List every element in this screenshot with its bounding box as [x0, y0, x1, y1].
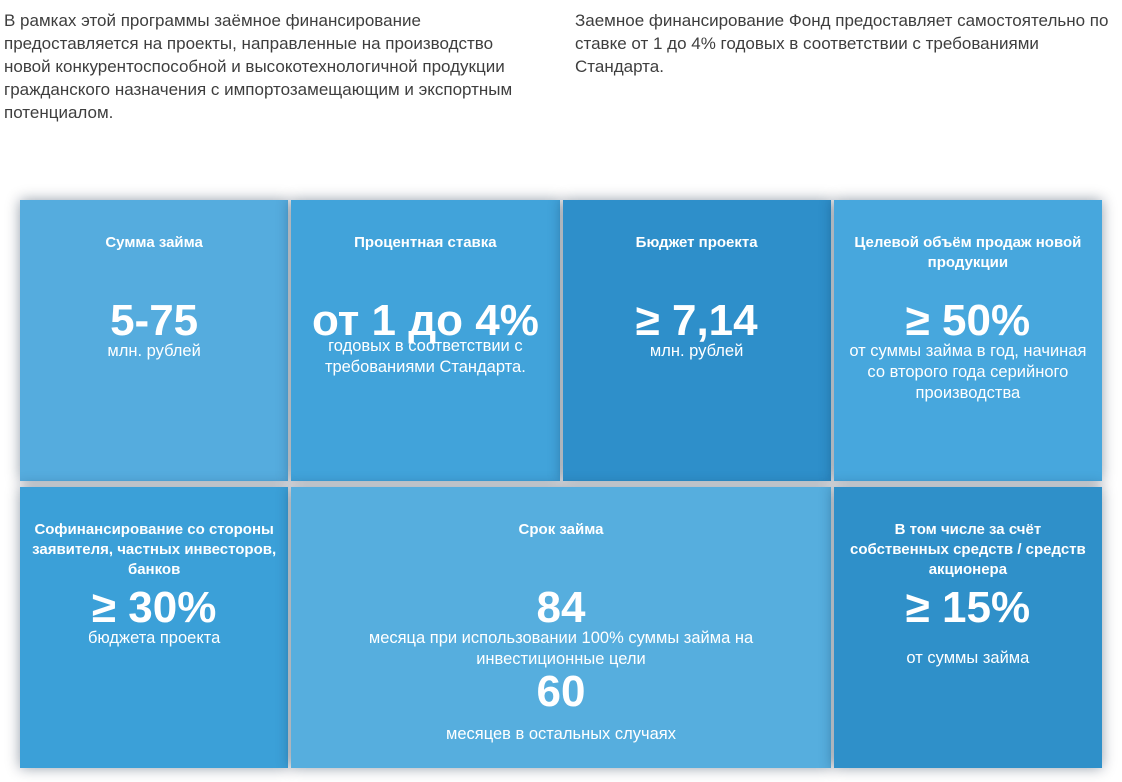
tile-value: 5-75 — [110, 296, 199, 345]
intro-left-column: В рамках этой программы заёмное финансир… — [4, 9, 575, 124]
tile-value-months-other: 60 — [536, 667, 586, 716]
rate-description-paragraph: Заемное финансирование Фонд предоставляе… — [575, 11, 1109, 76]
tile-cofinancing: Софинансирование со стороны заявителя, ч… — [20, 487, 289, 768]
tile-subtext: млн. рублей — [107, 342, 201, 360]
tile-title: Целевой объём продаж новой продукции — [854, 234, 1082, 271]
tile-value: ≥ 7,14 — [635, 296, 758, 345]
tile-title: Софинансирование со стороны заявителя, ч… — [32, 521, 277, 578]
tile-target-sales-volume: Целевой объём продаж новой продукции ≥ 5… — [833, 200, 1102, 481]
tile-subtext-months-other: месяцев в остальных случаях — [446, 725, 676, 743]
intro-right-column: Заемное финансирование Фонд предоставляе… — [575, 9, 1122, 124]
tile-subtext: от суммы займа — [906, 649, 1030, 667]
tile-title: Сумма займа — [105, 234, 203, 251]
tile-value: ≥ 50% — [905, 296, 1031, 345]
tile-interest-rate: Процентная ставка от 1 до 4% годовых в с… — [291, 200, 560, 481]
loan-terms-grid: Сумма займа 5-75 млн. рублей Процентная … — [20, 200, 1102, 768]
tile-project-budget: Бюджет проекта ≥ 7,14 млн. рублей — [562, 200, 831, 481]
program-description-paragraph: В рамках этой программы заёмное финансир… — [4, 11, 513, 122]
tile-subtext-months-investment: месяца при использовании 100% суммы займ… — [368, 629, 754, 668]
tile-loan-amount: Сумма займа 5-75 млн. рублей — [20, 200, 289, 481]
intro-section: В рамках этой программы заёмное финансир… — [4, 9, 1122, 124]
tile-own-funds: В том числе за счёт собственных средств … — [833, 487, 1102, 768]
tile-value: от 1 до 4% — [311, 296, 539, 345]
tile-value-months-investment: 84 — [536, 583, 586, 632]
tile-value: ≥ 15% — [905, 583, 1031, 632]
tile-subtext: бюджета проекта — [87, 629, 221, 647]
tile-loan-term: Срок займа 84 месяца при использовании 1… — [291, 487, 831, 768]
tile-subtext: годовых в соответствии с требованиями Ст… — [324, 337, 526, 376]
tile-title: Процентная ставка — [354, 234, 497, 251]
tile-subtext: млн. рублей — [649, 342, 744, 360]
tile-title: Бюджет проекта — [635, 234, 758, 251]
tile-title: В том числе за счёт собственных средств … — [850, 521, 1086, 578]
tile-title: Срок займа — [518, 521, 604, 538]
tile-subtext: от суммы займа в год, начиная со второго… — [849, 342, 1087, 402]
tile-value: ≥ 30% — [91, 583, 217, 632]
